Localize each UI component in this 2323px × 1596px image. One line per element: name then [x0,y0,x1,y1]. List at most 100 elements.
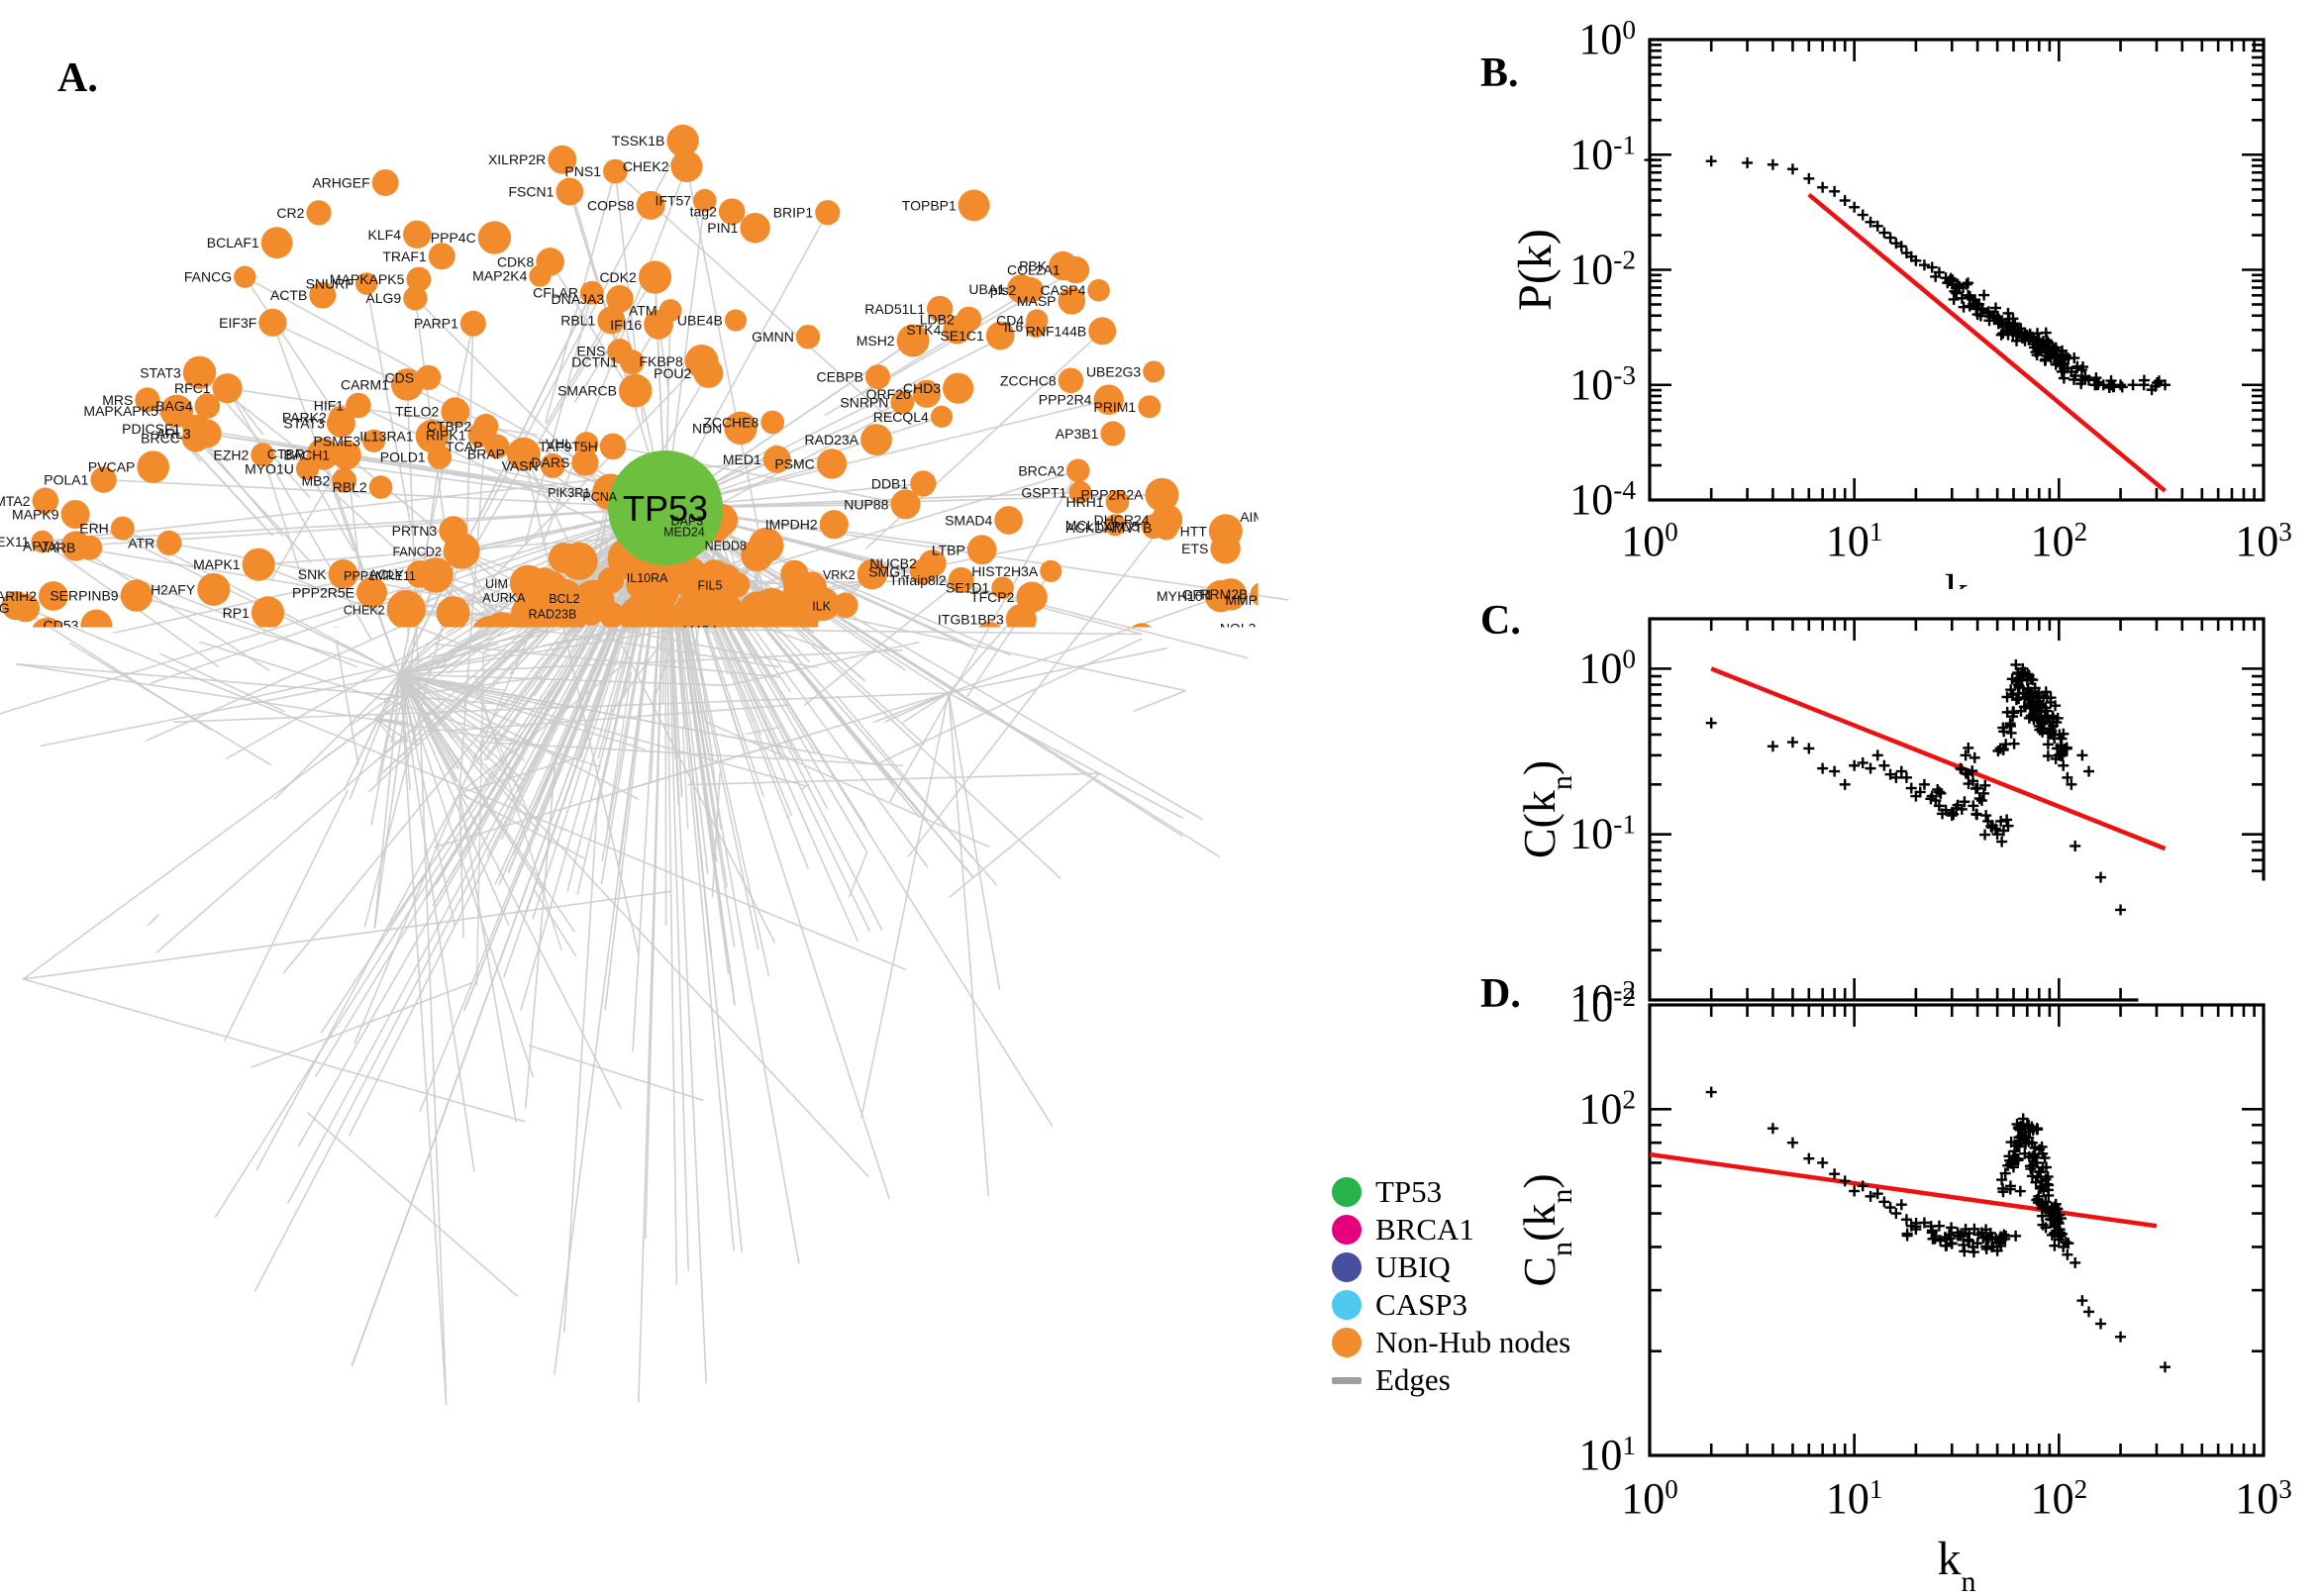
network-node[interactable] [796,325,820,349]
network-node[interactable] [1258,614,1287,644]
network-node[interactable] [1174,679,1197,702]
network-node[interactable] [1059,368,1084,394]
network-node[interactable] [619,374,653,408]
network-node[interactable] [630,1008,658,1037]
network-node[interactable] [981,813,1006,838]
network-node[interactable] [806,1323,839,1355]
network-node[interactable] [283,819,306,842]
network-node[interactable] [275,862,306,893]
network-node[interactable] [130,907,153,931]
network-node[interactable] [600,434,627,460]
network-node[interactable] [556,178,583,206]
network-node[interactable] [642,697,674,730]
network-node[interactable] [197,573,230,606]
network-node[interactable] [747,894,780,928]
network-node[interactable] [471,864,514,907]
network-node[interactable] [671,150,703,182]
network-node[interactable] [866,1368,897,1399]
network-node[interactable] [931,406,953,428]
network-node[interactable] [994,639,1027,671]
network-node[interactable] [553,1104,577,1129]
network-node[interactable] [1066,459,1090,483]
network-node[interactable] [617,1036,649,1067]
network-node[interactable] [1050,867,1071,889]
network-node[interactable] [145,941,168,964]
network-node[interactable] [556,914,591,948]
network-node[interactable] [884,949,910,975]
network-node[interactable] [676,639,711,673]
network-node[interactable] [1143,360,1164,382]
network-node[interactable] [186,814,211,839]
network-node[interactable] [1234,645,1262,672]
network-node[interactable] [373,964,395,986]
network-node[interactable] [996,1245,1026,1274]
network-node[interactable] [1201,1119,1227,1145]
network-node[interactable] [386,933,412,958]
network-node[interactable] [1048,1283,1074,1310]
network-node[interactable] [258,309,286,337]
network-node[interactable] [542,1395,572,1426]
network-node[interactable] [406,267,431,292]
network-node[interactable] [815,200,840,225]
network-node[interactable] [139,1188,160,1210]
network-node[interactable] [781,861,811,891]
network-node[interactable] [725,1160,749,1184]
network-node[interactable] [252,596,284,629]
network-node[interactable] [1088,317,1116,345]
network-node[interactable] [34,657,64,688]
network-node[interactable] [725,309,747,331]
network-node[interactable] [1266,882,1289,905]
network-node[interactable] [1266,504,1293,531]
network-node[interactable] [1209,514,1243,548]
network-node[interactable] [711,1319,741,1348]
network-node[interactable] [462,1159,487,1184]
network-node[interactable] [1232,1050,1265,1084]
network-node[interactable] [663,752,701,790]
network-node[interactable] [1087,279,1110,302]
network-node[interactable] [460,311,486,337]
network-node[interactable] [109,1012,140,1043]
network-node[interactable] [523,1128,547,1151]
network-node[interactable] [259,730,285,755]
network-node[interactable] [346,1185,375,1215]
network-node[interactable] [1173,708,1203,738]
network-node[interactable] [817,449,847,478]
network-node[interactable] [429,243,455,269]
network-node[interactable] [631,1224,661,1254]
network-node[interactable] [22,768,50,796]
network-node[interactable] [1040,560,1061,582]
network-node[interactable] [1265,775,1288,798]
network-node[interactable] [403,221,431,249]
network-node[interactable] [1170,934,1193,956]
network-node[interactable] [910,470,936,496]
network-node[interactable] [559,1048,586,1075]
network-node[interactable] [1016,582,1047,613]
network-node[interactable] [1088,762,1111,785]
network-node[interactable] [683,593,718,628]
network-node[interactable] [657,1126,686,1154]
network-node[interactable] [967,535,997,564]
network-node[interactable] [196,903,226,933]
network-node[interactable] [324,627,350,652]
network-node[interactable] [673,1177,698,1202]
network-node[interactable] [549,543,579,573]
network-node[interactable] [892,1120,918,1146]
network-node[interactable] [213,638,243,667]
network-node[interactable] [951,1216,981,1247]
network-node[interactable] [1001,710,1027,736]
network-node[interactable] [1100,421,1125,446]
network-node[interactable] [437,596,470,630]
network-node[interactable] [959,190,990,222]
network-node[interactable] [387,590,426,629]
network-node[interactable] [1085,799,1111,825]
network-node[interactable] [304,1017,337,1049]
network-node[interactable] [1154,636,1180,662]
network-node[interactable] [50,834,83,866]
network-node[interactable] [708,881,750,923]
network-node[interactable] [261,227,293,258]
network-node[interactable] [751,957,788,995]
network-node[interactable] [261,1161,292,1192]
network-node[interactable] [654,919,683,948]
network-node[interactable] [156,531,181,555]
network-node[interactable] [748,855,773,881]
